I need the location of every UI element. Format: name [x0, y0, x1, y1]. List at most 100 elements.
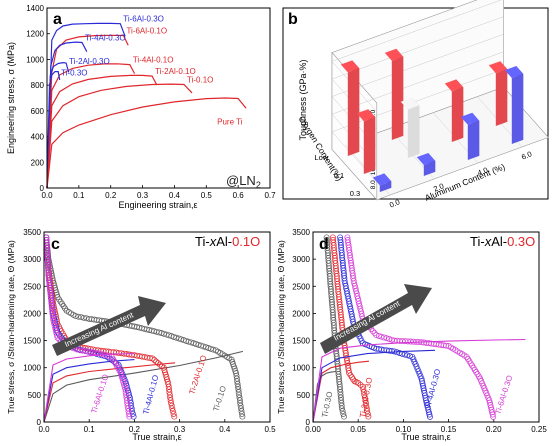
panel-c-theta-point — [153, 358, 160, 365]
panel-a-label-ti-0-1o: Ti-0.1O — [187, 76, 213, 85]
panel-d-series — [313, 234, 526, 422]
panel-d-theta-point — [361, 391, 368, 398]
panel-b-bar-ox-0-1-al-6-0 — [488, 61, 508, 126]
panel-c-xtick-label: 0.4 — [219, 425, 231, 434]
panel-d-xtick-label: 0.10 — [396, 425, 412, 434]
panel-b-bar-front — [511, 73, 524, 144]
panel-c-theta-point — [57, 333, 64, 340]
panel-b-bar-ox-low-al-0-0 — [340, 60, 360, 156]
panel-d-theta-ti-0-3o — [323, 234, 347, 420]
panel-c-ytick-label: 500 — [28, 391, 42, 400]
panel-d-title: Ti-xAl-0.3O — [470, 234, 535, 249]
panel-b-bar-top — [372, 173, 392, 186]
panel-d-theta-point — [360, 386, 367, 393]
panel-a-xtick-label: 0.4 — [169, 191, 181, 200]
panel-a-curve-ti-2al-0-3o — [46, 61, 70, 189]
panel-a-series — [46, 22, 247, 189]
panel-c-ytick-label: 3000 — [23, 255, 41, 264]
panel-c-theta-point — [238, 408, 245, 415]
panel-c-theta-point — [157, 361, 163, 368]
panel-d-theta-point — [360, 389, 367, 396]
panel-c-theta-point — [235, 386, 242, 393]
panel-c-ytick-label: 1000 — [23, 364, 41, 373]
panel-b-bar-front — [467, 120, 480, 160]
panel-c-theta-point — [238, 405, 245, 412]
panel-a-label-ti-0-3o: Ti-0.3O — [61, 69, 87, 78]
panel-a-curve-ti-0-3o — [46, 70, 61, 189]
panel-b-bar-top — [504, 66, 524, 78]
panel-c-theta-point — [125, 405, 132, 412]
panel-d-letter: d — [319, 236, 329, 253]
panel-a-xtick-label: 0.1 — [73, 191, 85, 200]
panel-c-label-ti-0-1o: Ti-0.1O — [211, 385, 228, 413]
panel-c-theta-point — [155, 360, 162, 367]
panel-b-bar-top — [444, 79, 464, 92]
panel-a-label-ti-4al-0-1o: Ti-4Al-0.1O — [133, 56, 174, 65]
panel-c-theta-point — [171, 413, 178, 420]
panel-d-ytick-label: 0 — [306, 418, 311, 427]
panel-b-bar-front — [495, 69, 508, 126]
panel-c-theta-point — [95, 350, 102, 357]
panel-c-xtick-label: 0.2 — [129, 425, 141, 434]
panel-c-theta-point — [210, 346, 217, 353]
panel-b-bar-ox-0-3-al-0-0 — [372, 173, 392, 192]
panel-d-label-ti-0-3o: Ti-0.3O — [320, 391, 334, 419]
panel-d-theta-point — [369, 328, 376, 335]
panel-d-theta-point — [339, 408, 346, 415]
panel-c-theta-point — [126, 413, 133, 420]
panel-d-xtick-label: 0.05 — [350, 425, 366, 434]
panel-d-theta-point — [361, 394, 368, 401]
panel-d-arrow-shape — [320, 284, 432, 354]
panel-d-theta-point — [489, 411, 496, 418]
panel-a-curve-pure-ti — [46, 97, 247, 189]
panel-d-ytick-label: 2000 — [292, 309, 310, 318]
panel-d-theta-point — [383, 335, 390, 342]
panel-d-theta-point — [490, 413, 497, 420]
panel-a-frame — [46, 7, 271, 189]
panel-b-bar-top — [384, 48, 404, 61]
panel-d-ytick-label: 3500 — [292, 228, 310, 237]
panel-d-label-ti-6al-0-3o: Ti-6Al-0.3O — [493, 374, 514, 415]
panel-a-label-ti-4al-0-3o: Ti-4Al-0.3O — [85, 33, 126, 42]
panel-d-frame — [312, 231, 540, 423]
panel-a-curve-ti-4al-0-1o — [46, 63, 136, 189]
panel-b-bar-ox-0-3-al-4-0 — [460, 112, 480, 160]
panel-d-stress-ti-4al-0-3o — [313, 349, 436, 422]
panel-c-ytick-label: 2000 — [23, 309, 41, 318]
panel-a-curve-ti-6al-0-3o — [46, 22, 126, 189]
panel-d-theta-point — [427, 413, 433, 420]
panel-c-theta-point — [88, 349, 94, 356]
panel-c-theta-point — [54, 334, 61, 341]
panel-d-theta-point — [375, 332, 382, 339]
panel-b-zgrid — [331, 33, 504, 148]
panel-c-theta-point — [78, 314, 85, 321]
panel-b-frame — [282, 7, 549, 200]
panel-d-ytick-label: 2500 — [292, 282, 310, 291]
panel-b-bars — [340, 48, 524, 192]
panel-c-theta-point — [106, 353, 113, 360]
panel-d-theta-point — [364, 410, 371, 417]
panel-a-curve-ti-4al-0-3o — [46, 41, 88, 189]
panel-a-curve-ti-2al-0-1o — [46, 74, 158, 189]
panel-a-curve-ti-6al-0-1o — [46, 34, 129, 189]
panel-c-ylabel: True stress, σ /Strain-hardening rate, Θ… — [6, 240, 16, 414]
panel-b-bar-top — [356, 109, 376, 122]
panel-d-theta-point — [406, 353, 413, 360]
panel-a-xtick-label: 0.7 — [264, 191, 276, 200]
panel-a-xlabel: Engineering strain,ε — [118, 200, 197, 210]
panel-b-bar-ox-low-al-2-0 — [384, 48, 404, 141]
panel-d-xtick-label: 0.15 — [441, 425, 457, 434]
panel-d-theta-point — [363, 405, 370, 412]
panel-b-al-tick-label: 4.0 — [476, 165, 489, 177]
panel-b-bar-ox-0-3-al-6-0 — [504, 66, 524, 144]
panel-b-ox-tick-label: Low — [314, 153, 328, 162]
panel-d-ylabel: True stress, σ /Strain-hardening rate, Θ… — [276, 240, 286, 414]
panel-d-theta-point — [401, 351, 408, 358]
panel-d-theta-point — [381, 334, 387, 341]
panel-a-ytick-label: 600 — [31, 107, 45, 116]
panel-d-theta-point — [359, 383, 366, 390]
panel-c-theta-point — [122, 389, 129, 396]
panel-b-bar-top — [460, 112, 480, 125]
